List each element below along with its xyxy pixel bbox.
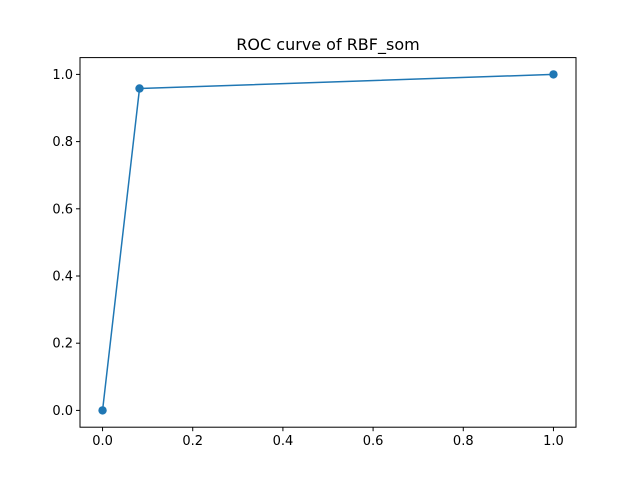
y-axis: 0.0 0.2 0.4 0.6 0.8 1.0 [52, 68, 80, 419]
plot-area-frame [79, 57, 577, 428]
y-tick-label: 0.8 [52, 135, 73, 150]
y-tick-label: 0.0 [52, 404, 73, 419]
series-layer [98, 70, 558, 415]
y-tick-label: 0.4 [52, 270, 73, 285]
roc-data-point [98, 406, 107, 415]
x-tick-label: 0.4 [273, 434, 294, 449]
y-tick-label: 0.6 [52, 202, 73, 217]
y-tick-label: 0.2 [52, 337, 73, 352]
x-tick-label: 1.0 [543, 434, 564, 449]
x-tick-label: 0.2 [182, 434, 203, 449]
roc-data-point [135, 84, 144, 93]
x-tick-label: 0.8 [453, 434, 474, 449]
roc-data-point [549, 70, 558, 79]
x-tick-label: 0.6 [363, 434, 384, 449]
y-tick-label: 1.0 [52, 68, 73, 83]
x-tick-label: 0.0 [92, 434, 113, 449]
x-axis: 0.0 0.2 0.4 0.6 0.8 1.0 [92, 427, 564, 449]
chart-title: ROC curve of RBF_som [236, 35, 419, 55]
